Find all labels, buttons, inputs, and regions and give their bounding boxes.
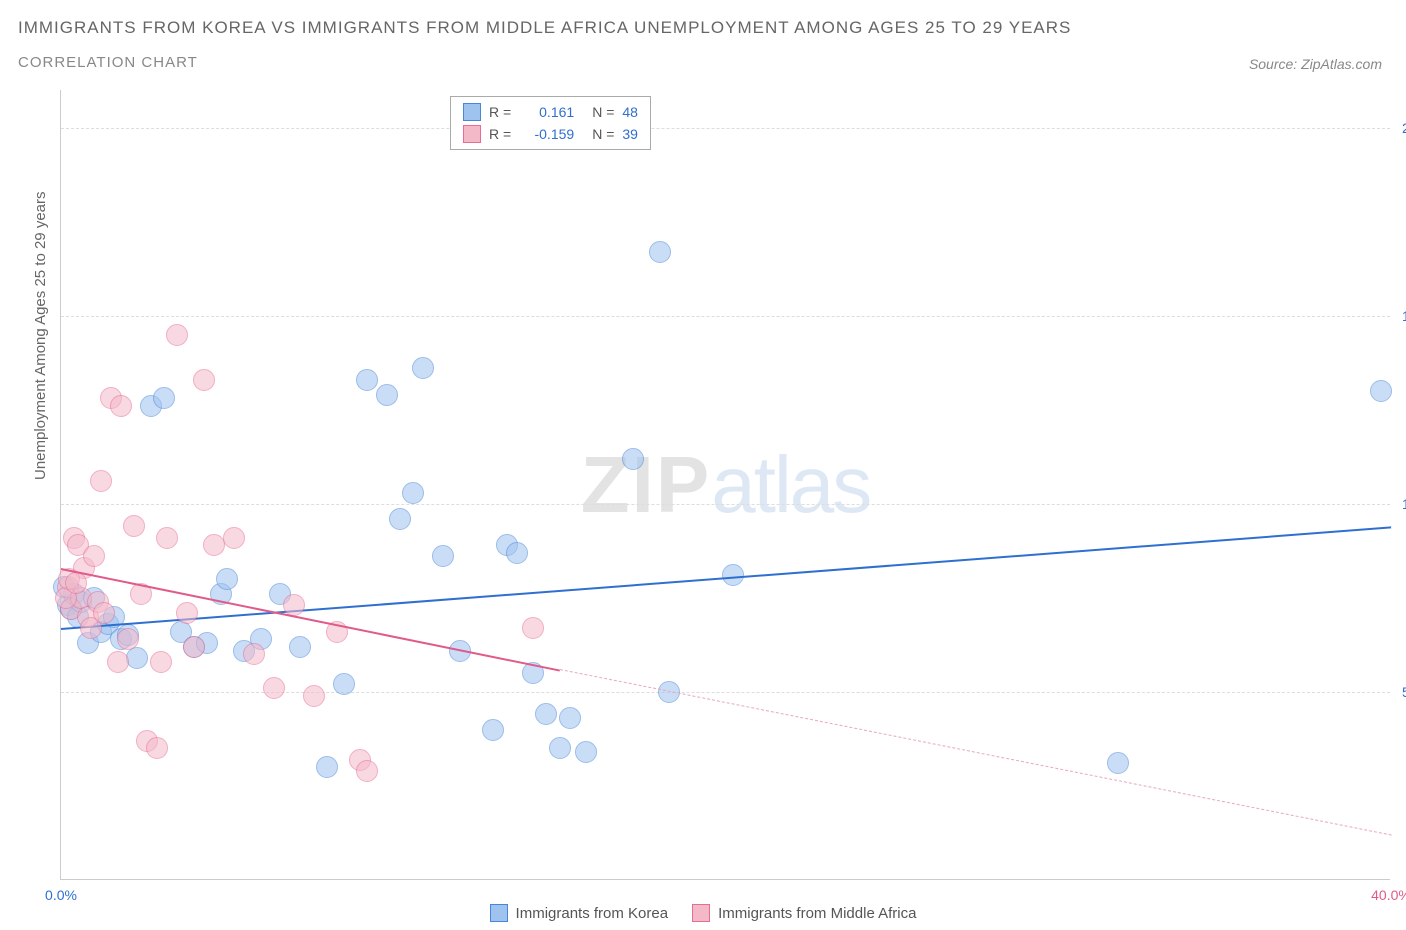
data-point <box>356 760 378 782</box>
data-point <box>522 617 544 639</box>
gridline <box>61 128 1390 129</box>
legend-item: Immigrants from Middle Africa <box>692 904 916 922</box>
gridline <box>61 504 1390 505</box>
data-point <box>356 369 378 391</box>
data-point <box>123 515 145 537</box>
x-tick-label: 40.0% <box>1371 887 1406 903</box>
data-point <box>223 527 245 549</box>
n-value: 39 <box>622 126 638 142</box>
data-point <box>166 324 188 346</box>
data-point <box>146 737 168 759</box>
data-point <box>575 741 597 763</box>
y-tick-label: 5.0% <box>1394 684 1406 700</box>
plot-area: ZIPatlas 5.0%10.0%15.0%20.0%0.0%40.0% <box>60 90 1390 880</box>
legend-item: Immigrants from Korea <box>490 904 669 922</box>
data-point <box>107 651 129 673</box>
data-point <box>93 602 115 624</box>
stats-legend: R = 0.161 N = 48 R = -0.159 N = 39 <box>450 96 651 150</box>
gridline <box>61 692 1390 693</box>
data-point <box>126 647 148 669</box>
data-point <box>432 545 454 567</box>
data-point <box>389 508 411 530</box>
data-point <box>156 527 178 549</box>
legend-swatch <box>463 103 481 121</box>
data-point <box>289 636 311 658</box>
legend-swatch <box>490 904 508 922</box>
stats-legend-row: R = 0.161 N = 48 <box>451 101 650 123</box>
data-point <box>153 387 175 409</box>
r-label: R = <box>489 104 511 120</box>
data-point <box>193 369 215 391</box>
data-point <box>203 534 225 556</box>
n-label: N = <box>592 104 614 120</box>
data-point <box>65 572 87 594</box>
legend-swatch <box>692 904 710 922</box>
data-point <box>83 545 105 567</box>
r-value: 0.161 <box>519 104 574 120</box>
data-point <box>176 602 198 624</box>
data-point <box>263 677 285 699</box>
n-label: N = <box>592 126 614 142</box>
data-point <box>402 482 424 504</box>
data-point <box>1107 752 1129 774</box>
data-point <box>333 673 355 695</box>
stats-legend-row: R = -0.159 N = 39 <box>451 123 650 145</box>
legend-label: Immigrants from Middle Africa <box>718 905 916 922</box>
data-point <box>243 643 265 665</box>
data-point <box>216 568 238 590</box>
gridline <box>61 316 1390 317</box>
chart-subtitle: CORRELATION CHART <box>18 54 198 71</box>
y-tick-label: 15.0% <box>1394 308 1406 324</box>
y-tick-label: 20.0% <box>1394 120 1406 136</box>
data-point <box>549 737 571 759</box>
y-axis-label: Unemployment Among Ages 25 to 29 years <box>32 191 49 480</box>
r-label: R = <box>489 126 511 142</box>
data-point <box>316 756 338 778</box>
series-legend: Immigrants from Korea Immigrants from Mid… <box>0 904 1406 926</box>
data-point <box>506 542 528 564</box>
data-point <box>482 719 504 741</box>
trend-line <box>61 526 1391 630</box>
source-label: Source: ZipAtlas.com <box>1249 56 1382 72</box>
data-point <box>303 685 325 707</box>
chart-title: IMMIGRANTS FROM KOREA VS IMMIGRANTS FROM… <box>18 18 1071 38</box>
data-point <box>376 384 398 406</box>
legend-swatch <box>463 125 481 143</box>
r-value: -0.159 <box>519 126 574 142</box>
watermark-atlas: atlas <box>711 440 870 529</box>
trend-line <box>560 669 1391 836</box>
data-point <box>559 707 581 729</box>
n-value: 48 <box>622 104 638 120</box>
legend-label: Immigrants from Korea <box>516 905 669 922</box>
data-point <box>117 628 139 650</box>
data-point <box>535 703 557 725</box>
data-point <box>1370 380 1392 402</box>
x-tick-label: 0.0% <box>45 887 77 903</box>
data-point <box>649 241 671 263</box>
data-point <box>150 651 172 673</box>
data-point <box>110 395 132 417</box>
data-point <box>622 448 644 470</box>
y-tick-label: 10.0% <box>1394 496 1406 512</box>
data-point <box>183 636 205 658</box>
data-point <box>412 357 434 379</box>
watermark-zip: ZIP <box>581 440 711 529</box>
data-point <box>90 470 112 492</box>
